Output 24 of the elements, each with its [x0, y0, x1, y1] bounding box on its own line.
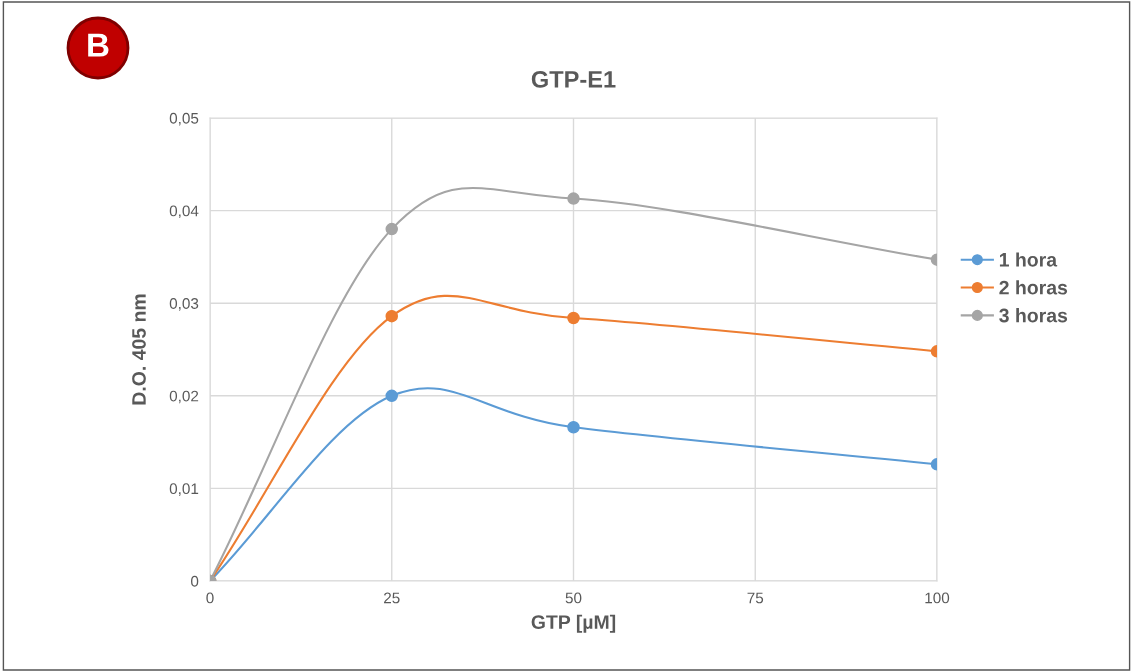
- x-tick-label: 100: [925, 592, 950, 604]
- point: [567, 311, 580, 325]
- x-tick-label: 50: [565, 592, 582, 604]
- x-tick-label: 75: [747, 592, 764, 604]
- y-axis-title: D.O. 405 nm: [132, 294, 146, 405]
- x-tick-label: 25: [384, 592, 400, 604]
- y-tick-label: 0,01: [169, 483, 199, 496]
- y-tick-label: 0,05: [169, 112, 199, 126]
- chart-title: GTP-E1: [531, 70, 616, 88]
- x-axis-title: GTP [µM]: [531, 614, 616, 633]
- y-tick-label: 0,02: [169, 390, 199, 404]
- point: [385, 222, 399, 236]
- point: [567, 192, 580, 205]
- point: [385, 389, 399, 403]
- x-tick-label: 0: [206, 592, 214, 604]
- text: B: [88, 33, 109, 57]
- point: [385, 309, 399, 323]
- y-tick-label: 0,03: [169, 298, 199, 311]
- legend-label: 2 horas: [999, 280, 1068, 295]
- point: [567, 421, 580, 434]
- legend-label: 1 hora: [999, 252, 1058, 267]
- legend-label: 3 horas: [999, 308, 1068, 323]
- y-tick-label: 0,04: [169, 205, 199, 219]
- y-tick-label: 0: [190, 575, 199, 587]
